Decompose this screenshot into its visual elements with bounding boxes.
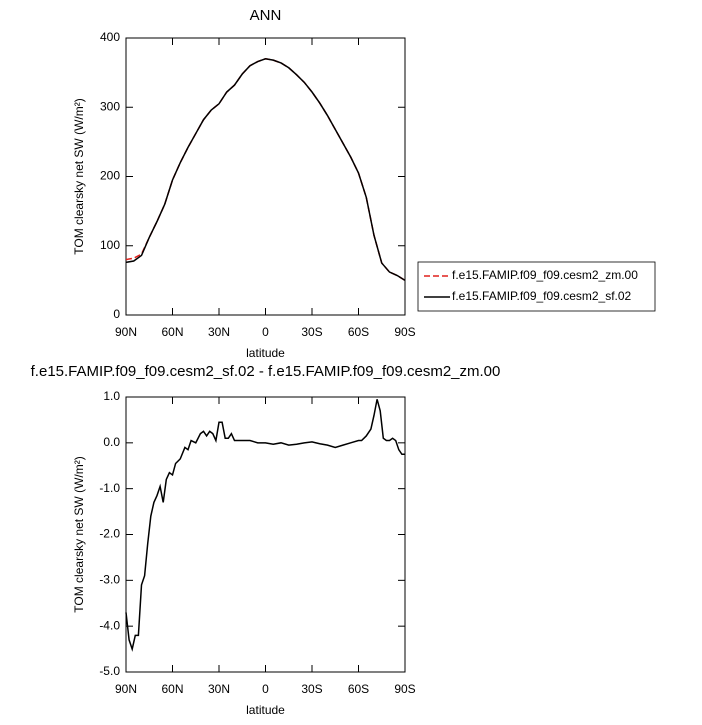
x-tick-label: 90S <box>394 325 415 339</box>
y-tick-label: 0 <box>113 307 120 321</box>
y-tick-label: -4.0 <box>99 618 120 632</box>
x-tick-label: 0 <box>262 325 269 339</box>
x-tick-label: 90S <box>394 682 415 696</box>
plot-frame <box>125 37 406 316</box>
y-tick-label: 100 <box>100 238 120 252</box>
line-series <box>125 57 406 282</box>
x-tick-label: 30N <box>208 325 230 339</box>
y-tick-label: 1.0 <box>103 389 120 403</box>
y-tick-label: -2.0 <box>99 527 120 541</box>
x-tick-label: 30N <box>208 682 230 696</box>
y-tick-label: -3.0 <box>99 573 120 587</box>
line-series <box>125 399 405 652</box>
chart-title: ANN <box>250 7 282 24</box>
x-tick-label: 90N <box>115 325 137 339</box>
legend-box <box>417 261 656 312</box>
y-tick-label: 0.0 <box>103 435 120 449</box>
y-tick-label: -5.0 <box>99 664 120 678</box>
legend-label: f.e15.FAMIP.f09_f09.cesm2_zm.00 <box>452 268 638 282</box>
y-tick-label: 400 <box>100 30 120 44</box>
x-tick-label: 60S <box>348 682 369 696</box>
x-tick-label: 30S <box>301 682 322 696</box>
chart-title: f.e15.FAMIP.f09_f09.cesm2_sf.02 - f.e15.… <box>31 363 501 380</box>
x-tick-label: 60N <box>161 682 183 696</box>
x-tick-label: 60S <box>348 325 369 339</box>
x-tick-label: 0 <box>262 682 269 696</box>
x-axis-label: latitude <box>246 703 285 717</box>
y-axis-label: TOM clearsky net SW (W/m²) <box>72 456 86 612</box>
y-tick-label: -1.0 <box>99 481 120 495</box>
y-tick-label: 300 <box>100 99 120 113</box>
x-tick-label: 90N <box>115 682 137 696</box>
y-tick-label: 200 <box>100 169 120 183</box>
x-tick-label: 30S <box>301 325 322 339</box>
line-series <box>125 57 406 282</box>
legend-label: f.e15.FAMIP.f09_f09.cesm2_sf.02 <box>452 289 632 303</box>
x-tick-label: 60N <box>161 325 183 339</box>
x-axis-label: latitude <box>246 346 285 360</box>
y-axis-label: TOM clearsky net SW (W/m²) <box>72 98 86 254</box>
